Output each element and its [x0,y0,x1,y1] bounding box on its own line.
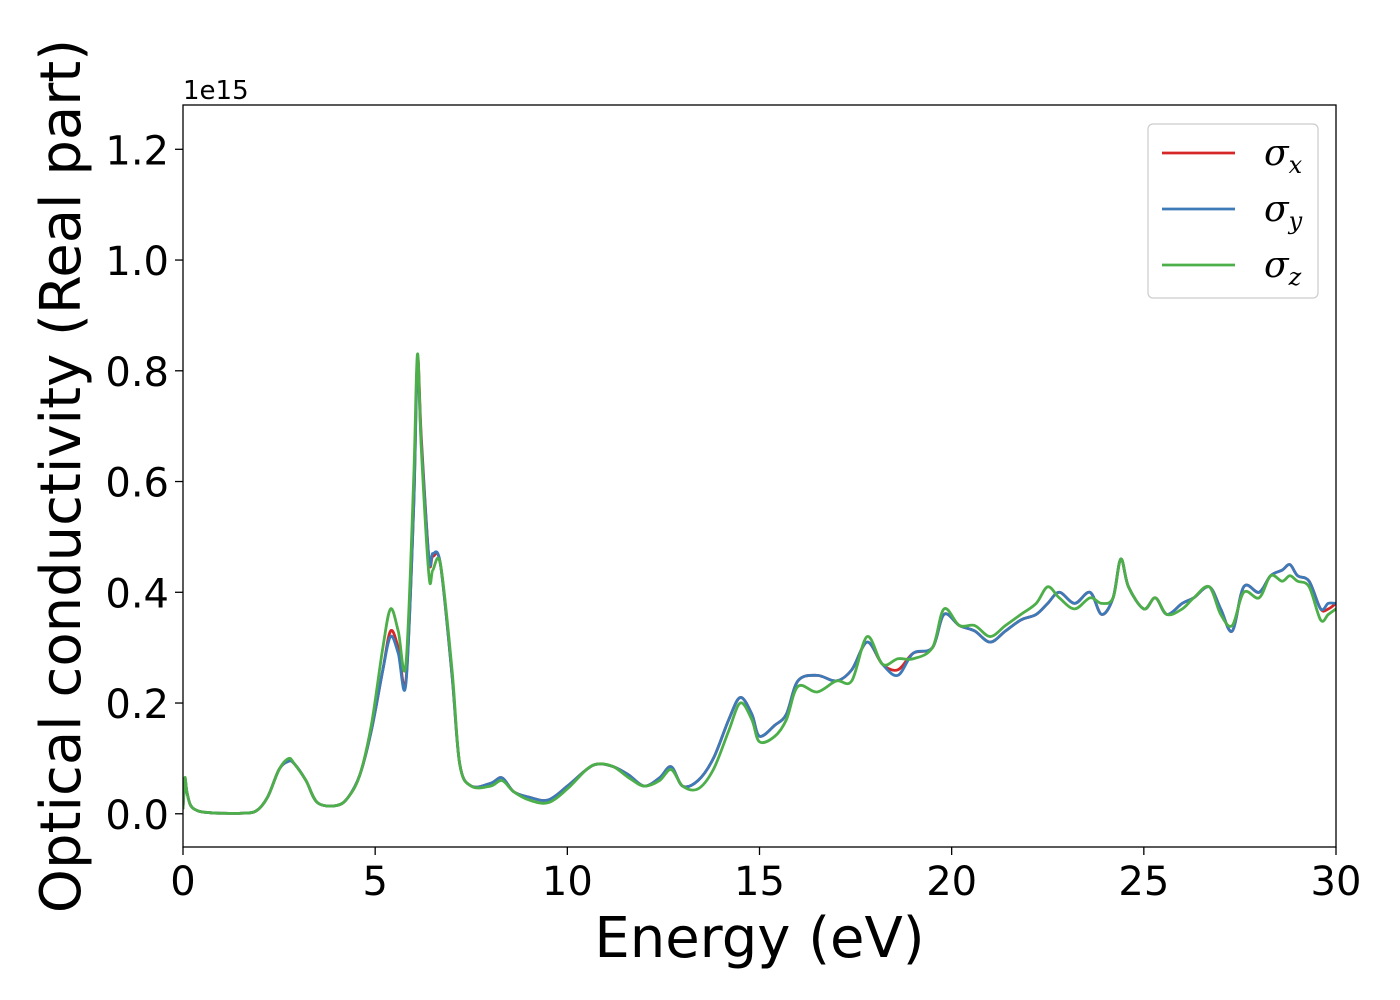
y-axis-label: Optical conductivity (Real part) [29,39,94,913]
series-line-z [183,352,1336,815]
y-tick-label: 1.2 [105,128,169,174]
y-offset-label: 1e15 [183,76,249,106]
y-tick-label: 0.2 [105,682,169,728]
plot-area [183,105,1336,847]
y-tick-label: 0.0 [105,793,169,839]
y-tick-label: 0.8 [105,350,169,396]
legend-box [1147,123,1319,299]
y-axis: 0.0 0.2 0.4 0.6 0.8 1.0 1.2 [105,128,183,839]
x-tick-label: 25 [1118,859,1169,905]
x-tick-label: 15 [734,859,785,905]
x-tick-label: 20 [926,859,977,905]
series-layer [183,352,1336,815]
x-tick-label: 5 [362,859,387,905]
y-tick-label: 0.6 [105,461,169,507]
y-tick-label: 0.4 [105,571,169,617]
x-tick-label: 0 [170,859,195,905]
x-axis: 0 5 10 15 20 25 30 [170,847,1361,905]
x-tick-label: 10 [542,859,593,905]
y-tick-label: 1.0 [105,239,169,285]
x-axis-label: Energy (eV) [594,906,924,971]
x-tick-label: 30 [1311,859,1362,905]
